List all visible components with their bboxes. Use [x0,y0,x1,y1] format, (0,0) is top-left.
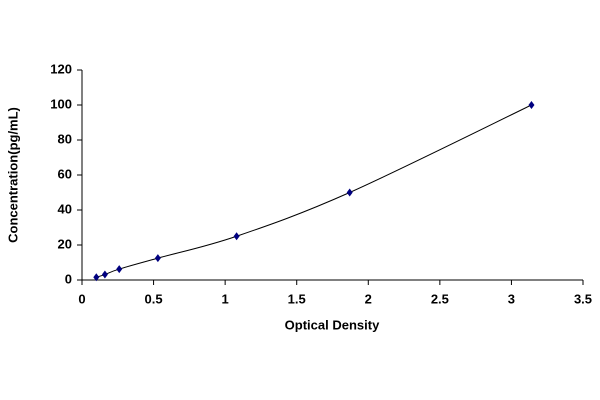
x-tick-label: 0.5 [145,291,163,306]
y-tick-label: 100 [50,96,72,111]
point [154,254,161,263]
x-tick-label: 3 [508,291,515,306]
y-tick-label: 80 [58,131,72,146]
point [116,265,123,274]
x-tick-label: 1 [222,291,229,306]
y-tick-label: 20 [58,236,72,251]
y-tick-label: 0 [65,271,72,286]
point [101,270,108,279]
point [93,273,100,282]
x-axis-label: Optical Density [285,317,380,332]
x-tick-label: 1.5 [288,291,306,306]
y-tick-label: 60 [58,166,72,181]
y-axis-label: Concentration(pg/mL) [5,107,20,243]
x-tick-label: 0 [78,291,85,306]
y-tick-label: 40 [58,201,72,216]
x-tick-label: 2 [365,291,372,306]
y-tick-label: 120 [50,61,72,76]
point [528,101,535,109]
point [233,232,240,241]
x-tick-label: 3.5 [574,291,592,306]
point [346,188,353,197]
fit-line [96,104,532,278]
x-tick-label: 2.5 [431,291,449,306]
